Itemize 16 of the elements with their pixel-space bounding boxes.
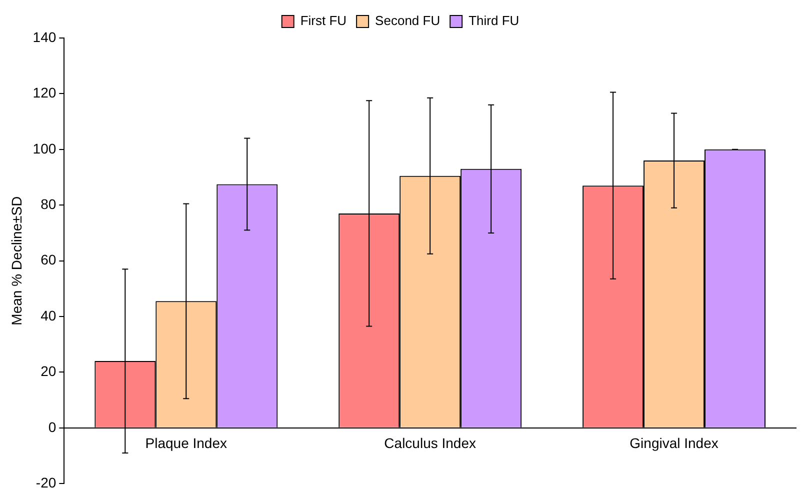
y-tick-label: 140: [32, 28, 56, 45]
y-tick-label: 20: [40, 363, 56, 380]
legend-label: Second FU: [375, 13, 440, 28]
y-tick-label: 120: [32, 84, 56, 101]
y-tick-label: 40: [40, 307, 56, 324]
x-tick-label: Calculus Index: [384, 435, 476, 452]
y-tick-label: 100: [32, 140, 56, 156]
legend-label: First FU: [300, 13, 347, 28]
x-tick-label: Plaque Index: [145, 435, 227, 452]
y-tick-label: 80: [40, 196, 56, 212]
y-tick-label: 0: [48, 418, 56, 435]
legend-label: Third FU: [468, 13, 520, 28]
y-tick-label: -20: [36, 474, 56, 490]
x-tick-label: Gingival Index: [630, 435, 718, 452]
y-axis-title: Mean % Decline±SD: [8, 196, 24, 326]
y-tick-label: 60: [40, 252, 56, 268]
